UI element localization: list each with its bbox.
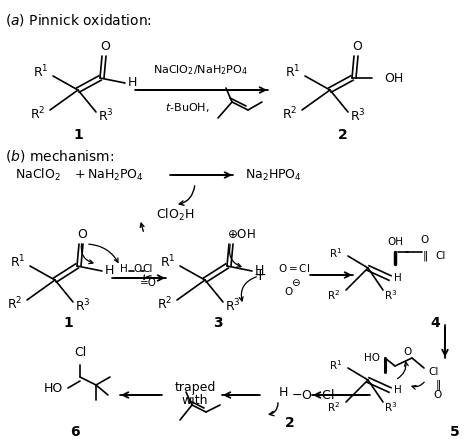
Text: 3: 3 — [213, 316, 223, 330]
Text: 5: 5 — [450, 425, 460, 439]
Text: R$^2$: R$^2$ — [328, 400, 341, 414]
Text: Cl: Cl — [143, 264, 153, 274]
Text: $\|$: $\|$ — [435, 378, 441, 392]
Text: H: H — [394, 273, 402, 283]
Text: +: + — [75, 168, 86, 181]
Text: H: H — [394, 385, 402, 395]
Text: 2: 2 — [338, 128, 348, 142]
Text: O: O — [434, 390, 442, 400]
Text: O: O — [134, 264, 142, 274]
Text: NaH$_2$PO$_4$: NaH$_2$PO$_4$ — [87, 168, 144, 182]
Text: 1: 1 — [63, 316, 73, 330]
Text: H: H — [128, 77, 137, 90]
Text: Cl: Cl — [74, 346, 86, 359]
Text: R$^1$: R$^1$ — [329, 246, 343, 260]
Text: HO: HO — [364, 353, 380, 363]
Text: R$^2$: R$^2$ — [328, 288, 341, 302]
Text: R$^3$: R$^3$ — [384, 400, 398, 414]
Text: =O: =O — [139, 278, 156, 288]
Text: R$^3$: R$^3$ — [225, 298, 241, 314]
Text: OH: OH — [387, 237, 403, 247]
Text: O: O — [421, 235, 429, 245]
Text: H: H — [120, 264, 128, 274]
Text: $\oplus$OH: $\oplus$OH — [227, 228, 255, 241]
Text: R$^1$: R$^1$ — [160, 254, 176, 270]
Text: O: O — [285, 287, 293, 297]
Text: R$^2$: R$^2$ — [30, 106, 46, 122]
Text: R$^3$: R$^3$ — [98, 108, 114, 124]
Text: R$^2$: R$^2$ — [283, 106, 298, 122]
Text: O: O — [404, 347, 412, 357]
Text: 2: 2 — [285, 416, 295, 430]
Text: ($b$) mechanism:: ($b$) mechanism: — [5, 148, 114, 164]
Text: H: H — [104, 264, 114, 277]
Text: with: with — [182, 393, 208, 406]
Text: R$^3$: R$^3$ — [384, 288, 398, 302]
Text: ($a$) Pinnick oxidation:: ($a$) Pinnick oxidation: — [5, 12, 152, 28]
Text: 4: 4 — [430, 316, 440, 330]
Text: O$=$Cl: O$=$Cl — [278, 262, 310, 274]
Text: R$^3$: R$^3$ — [75, 298, 91, 314]
Text: Cl: Cl — [435, 251, 446, 261]
Text: NaClO$_2$/NaH$_2$PO$_4$: NaClO$_2$/NaH$_2$PO$_4$ — [153, 63, 247, 77]
Text: O: O — [100, 40, 110, 53]
Text: R$^2$: R$^2$ — [157, 296, 173, 312]
Text: O: O — [352, 40, 362, 53]
Text: 6: 6 — [70, 425, 80, 439]
Text: R$^2$: R$^2$ — [7, 296, 23, 312]
Text: $t$-BuOH,: $t$-BuOH, — [165, 102, 210, 115]
Text: NaClO$_2$: NaClO$_2$ — [15, 167, 61, 183]
Text: O: O — [77, 228, 87, 241]
Text: R$^1$: R$^1$ — [329, 358, 343, 372]
Text: +: + — [254, 267, 266, 283]
Text: ClO$_2$H: ClO$_2$H — [156, 207, 194, 223]
Text: 1: 1 — [73, 128, 83, 142]
Text: $-$O$-$Cl: $-$O$-$Cl — [291, 388, 335, 402]
Text: R$^3$: R$^3$ — [350, 108, 366, 124]
Text: R$^1$: R$^1$ — [10, 254, 26, 270]
Text: HO: HO — [44, 382, 63, 395]
Text: H: H — [255, 264, 264, 277]
Text: $\|$: $\|$ — [422, 249, 428, 263]
Text: $\ominus$: $\ominus$ — [291, 277, 301, 289]
Text: Na$_2$HPO$_4$: Na$_2$HPO$_4$ — [245, 168, 302, 182]
Text: H: H — [278, 385, 288, 399]
Text: Cl: Cl — [428, 367, 438, 377]
Text: R$^1$: R$^1$ — [285, 64, 301, 80]
Text: R$^1$: R$^1$ — [33, 64, 49, 80]
Text: OH: OH — [384, 72, 403, 85]
Text: traped: traped — [174, 382, 216, 395]
